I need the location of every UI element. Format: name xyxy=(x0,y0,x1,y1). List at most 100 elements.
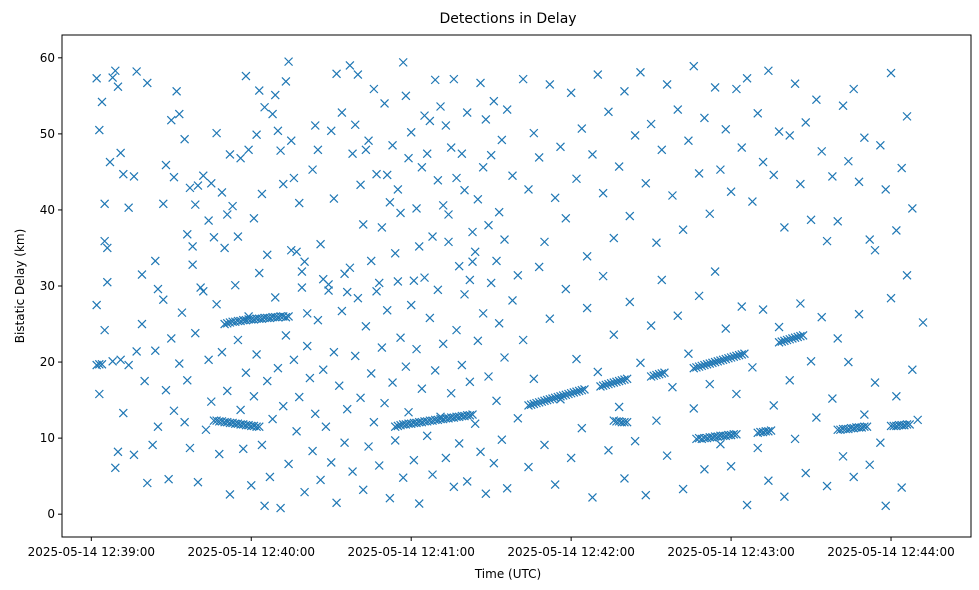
data-point xyxy=(217,188,227,197)
data-point xyxy=(726,461,736,471)
data-point xyxy=(166,115,176,125)
data-point xyxy=(705,359,715,369)
data-point xyxy=(502,105,512,114)
data-point xyxy=(593,367,603,377)
data-point xyxy=(185,183,195,193)
data-point xyxy=(265,472,275,482)
data-point xyxy=(550,193,560,203)
data-point xyxy=(827,394,837,403)
data-point xyxy=(652,238,661,248)
data-point xyxy=(859,133,869,143)
data-point xyxy=(425,116,435,126)
data-point xyxy=(729,429,739,439)
data-point xyxy=(657,369,667,378)
chart-title: Detections in Delay xyxy=(439,11,576,27)
data-point xyxy=(556,142,565,152)
data-point xyxy=(252,422,262,432)
data-point xyxy=(161,160,171,170)
data-point xyxy=(662,80,672,89)
data-point xyxy=(468,257,477,267)
data-point xyxy=(636,67,645,77)
data-point xyxy=(409,455,419,465)
x-tick-label: 2025-05-14 12:41:00 xyxy=(347,545,474,559)
data-point xyxy=(222,386,232,396)
data-point xyxy=(249,213,259,223)
data-point xyxy=(891,391,901,401)
data-point xyxy=(452,173,461,183)
x-tick-label: 2025-05-14 12:42:00 xyxy=(507,545,634,559)
data-point xyxy=(150,346,160,356)
data-point xyxy=(289,173,299,183)
data-point xyxy=(100,199,110,209)
data-point xyxy=(593,70,603,79)
data-point xyxy=(795,331,805,341)
data-point xyxy=(457,149,467,159)
data-point xyxy=(747,197,757,206)
data-point xyxy=(518,335,528,345)
data-point xyxy=(262,376,272,386)
data-point xyxy=(907,203,917,213)
data-point xyxy=(790,79,800,89)
data-point xyxy=(345,60,355,70)
data-point xyxy=(465,377,475,387)
data-point xyxy=(529,399,539,409)
data-point xyxy=(364,136,373,146)
data-point xyxy=(233,335,243,345)
data-point xyxy=(305,373,315,383)
data-point xyxy=(582,303,592,313)
data-point xyxy=(753,443,763,453)
data-point xyxy=(188,242,198,251)
data-point xyxy=(377,223,387,232)
data-point xyxy=(353,293,363,303)
data-point xyxy=(380,398,389,408)
data-point xyxy=(540,237,549,247)
y-tick-label: 40 xyxy=(40,203,55,217)
data-point xyxy=(361,145,371,155)
data-point xyxy=(713,356,723,366)
data-point xyxy=(97,359,107,369)
data-point xyxy=(294,198,304,208)
data-point xyxy=(494,318,504,328)
data-point xyxy=(446,388,456,398)
data-point xyxy=(153,284,163,294)
data-point xyxy=(276,503,286,513)
data-point xyxy=(257,189,267,199)
data-point xyxy=(236,405,246,415)
data-point xyxy=(137,270,147,280)
data-point xyxy=(284,57,294,67)
data-point xyxy=(572,387,581,397)
data-point xyxy=(316,239,325,249)
data-point xyxy=(726,187,736,197)
data-point xyxy=(657,275,667,285)
data-point xyxy=(652,416,661,426)
data-point xyxy=(273,126,283,136)
data-point xyxy=(433,175,443,185)
data-point xyxy=(572,354,581,364)
data-point xyxy=(668,382,677,392)
data-point xyxy=(553,392,563,402)
data-point xyxy=(364,442,373,451)
data-point xyxy=(673,311,683,321)
data-point xyxy=(286,136,296,146)
data-point xyxy=(92,73,102,83)
data-point xyxy=(446,143,456,152)
data-point xyxy=(193,477,203,487)
data-point xyxy=(393,421,403,431)
data-point xyxy=(657,145,667,155)
data-point xyxy=(297,267,307,276)
data-point xyxy=(489,96,499,106)
data-point xyxy=(481,489,491,499)
data-point xyxy=(198,286,208,296)
data-point xyxy=(172,86,182,96)
data-point xyxy=(113,82,123,92)
x-tick-label: 2025-05-14 12:43:00 xyxy=(667,545,794,559)
data-point xyxy=(150,256,160,266)
data-point xyxy=(433,285,443,295)
data-point xyxy=(540,440,549,450)
data-point xyxy=(476,78,485,88)
data-point xyxy=(393,184,403,194)
data-point xyxy=(577,423,587,433)
data-point xyxy=(422,149,432,159)
data-point xyxy=(276,146,286,156)
data-point xyxy=(793,332,803,342)
